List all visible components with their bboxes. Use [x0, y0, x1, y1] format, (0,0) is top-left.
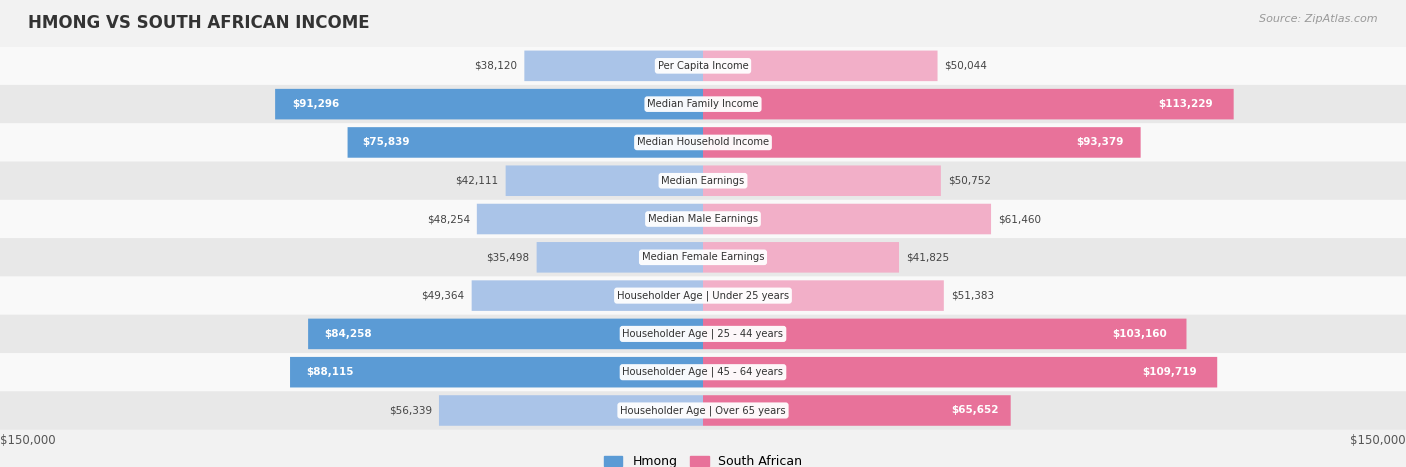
FancyBboxPatch shape: [0, 47, 1406, 85]
FancyBboxPatch shape: [703, 395, 1011, 426]
Text: Householder Age | 45 - 64 years: Householder Age | 45 - 64 years: [623, 367, 783, 377]
FancyBboxPatch shape: [0, 123, 1406, 162]
FancyBboxPatch shape: [703, 89, 1233, 120]
FancyBboxPatch shape: [703, 127, 1140, 158]
Text: Per Capita Income: Per Capita Income: [658, 61, 748, 71]
FancyBboxPatch shape: [477, 204, 703, 234]
Text: $50,752: $50,752: [948, 176, 991, 186]
Text: Householder Age | Over 65 years: Householder Age | Over 65 years: [620, 405, 786, 416]
FancyBboxPatch shape: [703, 242, 898, 273]
Text: $150,000: $150,000: [1350, 434, 1406, 447]
Text: $61,460: $61,460: [998, 214, 1040, 224]
Text: Source: ZipAtlas.com: Source: ZipAtlas.com: [1260, 14, 1378, 24]
FancyBboxPatch shape: [703, 50, 938, 81]
Text: $91,296: $91,296: [292, 99, 339, 109]
Text: $65,652: $65,652: [950, 405, 998, 416]
FancyBboxPatch shape: [0, 315, 1406, 353]
Text: $38,120: $38,120: [474, 61, 517, 71]
Text: $150,000: $150,000: [0, 434, 56, 447]
FancyBboxPatch shape: [0, 162, 1406, 200]
FancyBboxPatch shape: [537, 242, 703, 273]
Text: $48,254: $48,254: [426, 214, 470, 224]
Text: $51,383: $51,383: [950, 290, 994, 301]
FancyBboxPatch shape: [308, 318, 703, 349]
Text: $84,258: $84,258: [323, 329, 371, 339]
Text: $113,229: $113,229: [1157, 99, 1212, 109]
Text: Householder Age | Under 25 years: Householder Age | Under 25 years: [617, 290, 789, 301]
Text: Median Earnings: Median Earnings: [661, 176, 745, 186]
FancyBboxPatch shape: [703, 280, 943, 311]
FancyBboxPatch shape: [290, 357, 703, 388]
Text: $56,339: $56,339: [389, 405, 432, 416]
FancyBboxPatch shape: [524, 50, 703, 81]
FancyBboxPatch shape: [276, 89, 703, 120]
Text: Median Family Income: Median Family Income: [647, 99, 759, 109]
FancyBboxPatch shape: [506, 165, 703, 196]
FancyBboxPatch shape: [703, 318, 1187, 349]
Text: $109,719: $109,719: [1142, 367, 1197, 377]
Text: Median Female Earnings: Median Female Earnings: [641, 252, 765, 262]
Text: Median Male Earnings: Median Male Earnings: [648, 214, 758, 224]
FancyBboxPatch shape: [0, 238, 1406, 276]
FancyBboxPatch shape: [703, 165, 941, 196]
Text: $93,379: $93,379: [1076, 137, 1123, 148]
Text: $103,160: $103,160: [1112, 329, 1167, 339]
FancyBboxPatch shape: [347, 127, 703, 158]
Text: HMONG VS SOUTH AFRICAN INCOME: HMONG VS SOUTH AFRICAN INCOME: [28, 14, 370, 32]
FancyBboxPatch shape: [0, 276, 1406, 315]
Text: $50,044: $50,044: [945, 61, 987, 71]
Text: Householder Age | 25 - 44 years: Householder Age | 25 - 44 years: [623, 329, 783, 339]
FancyBboxPatch shape: [0, 353, 1406, 391]
FancyBboxPatch shape: [471, 280, 703, 311]
Text: $49,364: $49,364: [422, 290, 464, 301]
FancyBboxPatch shape: [703, 357, 1218, 388]
FancyBboxPatch shape: [0, 85, 1406, 123]
FancyBboxPatch shape: [0, 200, 1406, 238]
FancyBboxPatch shape: [0, 391, 1406, 430]
Text: $35,498: $35,498: [486, 252, 530, 262]
FancyBboxPatch shape: [703, 204, 991, 234]
Legend: Hmong, South African: Hmong, South African: [599, 450, 807, 467]
Text: Median Household Income: Median Household Income: [637, 137, 769, 148]
Text: $42,111: $42,111: [456, 176, 499, 186]
Text: $41,825: $41,825: [905, 252, 949, 262]
Text: $88,115: $88,115: [307, 367, 354, 377]
FancyBboxPatch shape: [439, 395, 703, 426]
Text: $75,839: $75,839: [361, 137, 409, 148]
